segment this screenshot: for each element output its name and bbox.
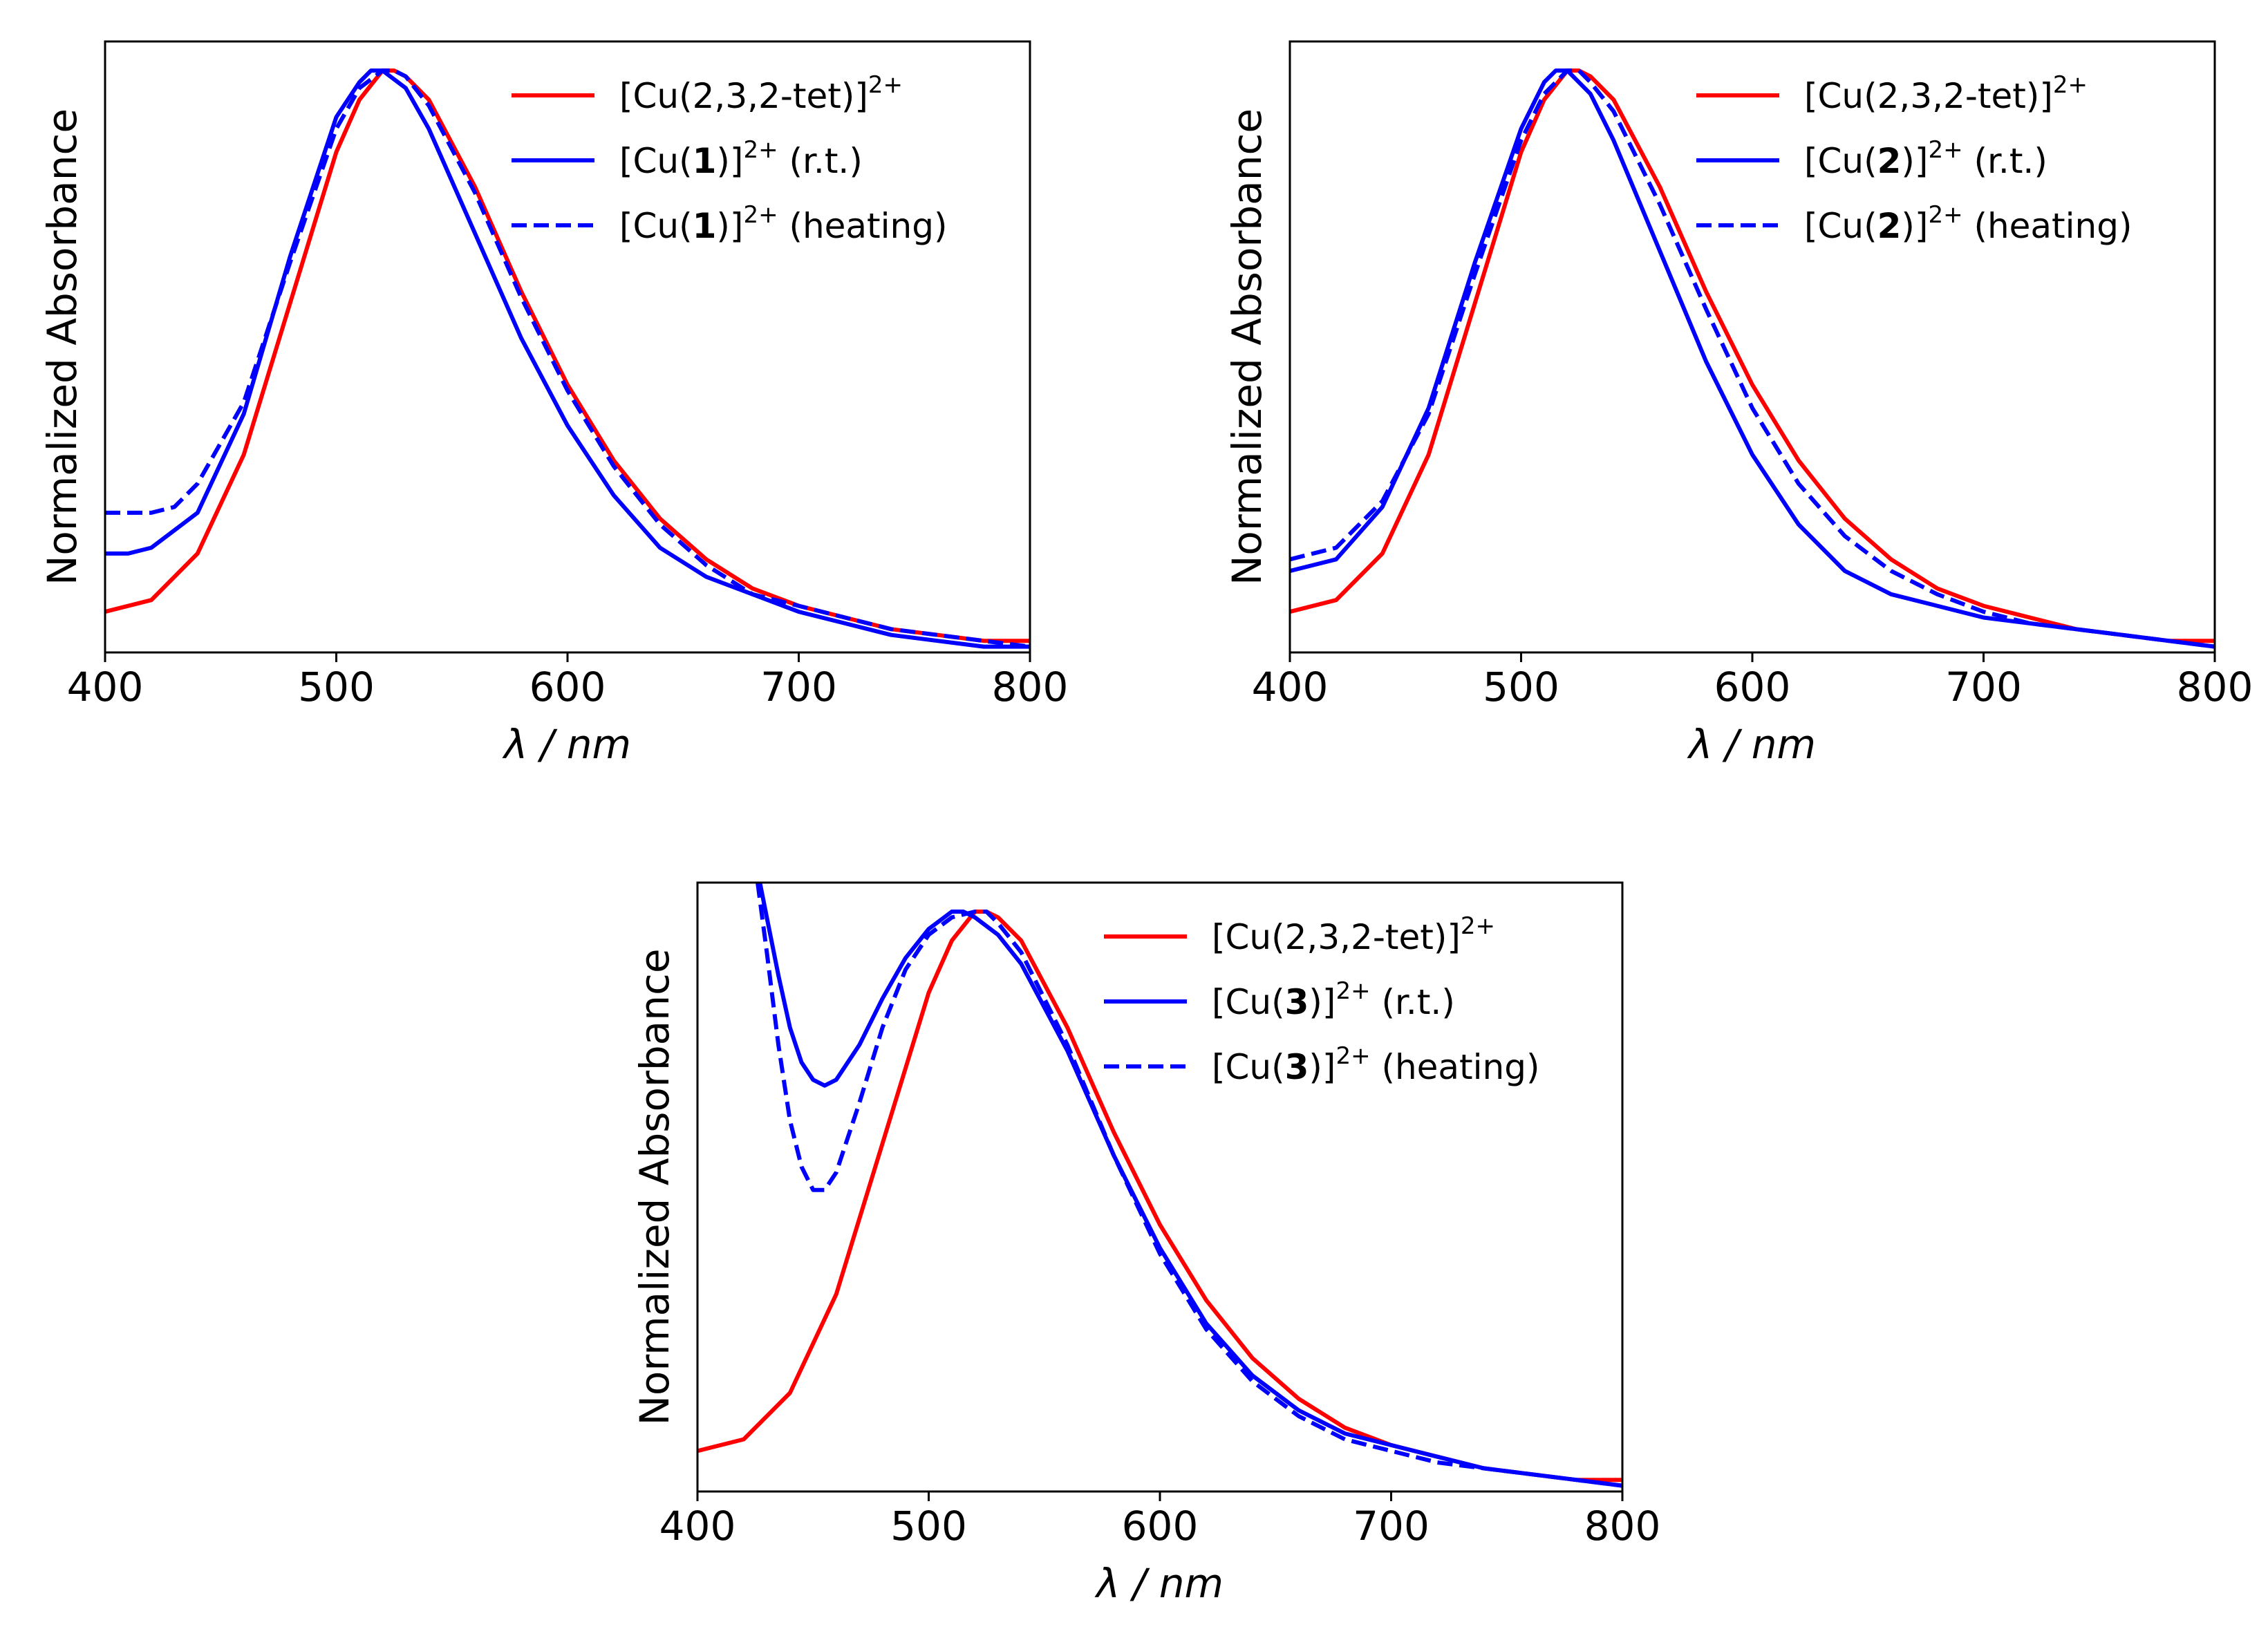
- legend-label-prefix: [Cu(: [619, 141, 693, 181]
- legend-entry-label: [Cu(2,3,2-tet)]2+: [619, 71, 903, 116]
- series-group: [105, 68, 1030, 649]
- x-tick-label: 800: [1584, 1503, 1661, 1550]
- legend-entry-label: [Cu(3)]2+ (heating): [1212, 1042, 1539, 1087]
- x-tick-label: 700: [1353, 1503, 1430, 1550]
- legend-label-superscript: 2+: [1336, 1042, 1370, 1070]
- legend-label-superscript: 2+: [2053, 71, 2088, 99]
- legend-label-prefix: [Cu(2,3,2-tet)]: [1804, 76, 2053, 116]
- legend-label-close: )]: [716, 141, 743, 181]
- legend: [Cu(2,3,2-tet)]2+[Cu(1)]2+ (r.t.)[Cu(1)]…: [512, 71, 947, 246]
- legend-label-superscript: 2+: [868, 71, 903, 99]
- legend-label-prefix: [Cu(: [1212, 1047, 1285, 1087]
- panel-1: 400 500 600 700 800 λ / nm Normalized Absorban…: [39, 40, 1069, 768]
- legend-label-superscript: 2+: [1336, 977, 1370, 1005]
- legend-label-prefix: [Cu(: [1804, 206, 1877, 246]
- x-axis-label: λ / nm: [1094, 1560, 1224, 1607]
- x-axis-label: λ / nm: [502, 721, 631, 768]
- panel-3: 400 500 600 700 800 λ / nm Normalized Absorban…: [631, 881, 1661, 1607]
- x-tick-label: 500: [298, 663, 375, 710]
- y-axis-label: Normalized Absorbance: [631, 948, 678, 1425]
- series-line-3: [105, 68, 1030, 649]
- legend-entry-label: [Cu(2,3,2-tet)]2+: [1212, 912, 1495, 957]
- x-tick-label: 500: [890, 1503, 967, 1550]
- x-tick-label: 800: [2177, 663, 2253, 710]
- legend-label-suffix: (heating): [1963, 206, 2133, 246]
- x-tick-label: 400: [1252, 663, 1329, 710]
- legend: [Cu(2,3,2-tet)]2+[Cu(2)]2+ (r.t.)[Cu(2)]…: [1696, 71, 2132, 246]
- x-tick-label: 800: [992, 663, 1069, 710]
- x-tick-label: 600: [529, 663, 606, 710]
- legend-entry-label: [Cu(1)]2+ (heating): [619, 201, 947, 246]
- x-tick-label: 700: [760, 663, 837, 710]
- legend-label-suffix: (r.t.): [1371, 982, 1455, 1022]
- x-tick-label: 400: [67, 663, 144, 710]
- legend-label-close: )]: [1309, 1047, 1336, 1087]
- legend-label-prefix: [Cu(: [1804, 141, 1877, 181]
- x-tick-label: 700: [1945, 663, 2022, 710]
- x-tick-label: 600: [1714, 663, 1791, 710]
- legend-label-superscript: 2+: [1928, 201, 1962, 229]
- series-line-3: [756, 883, 1622, 1488]
- x-tick-label: 600: [1122, 1503, 1199, 1550]
- y-axis-label: Normalized Absorbance: [1224, 109, 1271, 585]
- legend: [Cu(2,3,2-tet)]2+[Cu(3)]2+ (r.t.)[Cu(3)]…: [1104, 912, 1539, 1087]
- panel-2: 400 500 600 700 800 λ / nm Normalized Absorban…: [1224, 40, 2253, 768]
- series-line-3: [1290, 68, 2215, 649]
- x-tick-label: 400: [659, 1503, 736, 1550]
- legend-label-suffix: (r.t.): [778, 141, 863, 181]
- legend-label-close: )]: [1309, 982, 1336, 1022]
- legend-label-suffix: (heating): [1371, 1047, 1540, 1087]
- legend-label-superscript: 2+: [1461, 912, 1495, 940]
- series-line-2: [758, 883, 1622, 1488]
- legend-label-compound: 3: [1285, 982, 1309, 1022]
- legend-label-compound: 2: [1877, 141, 1902, 181]
- legend-label-superscript: 2+: [743, 201, 778, 229]
- legend-entry-label: [Cu(1)]2+ (r.t.): [619, 136, 863, 181]
- legend-entry-label: [Cu(2)]2+ (heating): [1804, 201, 2132, 246]
- legend-label-prefix: [Cu(: [1212, 982, 1285, 1022]
- legend-entry-label: [Cu(2)]2+ (r.t.): [1804, 136, 2047, 181]
- legend-entry-label: [Cu(3)]2+ (r.t.): [1212, 977, 1455, 1022]
- legend-label-compound: 1: [693, 141, 717, 181]
- series-group: [697, 883, 1622, 1488]
- series-group: [1290, 68, 2215, 649]
- legend-entry-label: [Cu(2,3,2-tet)]2+: [1804, 71, 2088, 116]
- legend-label-close: )]: [716, 206, 743, 246]
- legend-label-prefix: [Cu(: [619, 206, 693, 246]
- series-line-1: [105, 68, 1030, 643]
- legend-label-compound: 1: [693, 206, 717, 246]
- x-axis-label: λ / nm: [1687, 721, 1816, 768]
- legend-label-suffix: (heating): [778, 206, 948, 246]
- legend-label-superscript: 2+: [1928, 136, 1962, 164]
- legend-label-superscript: 2+: [743, 136, 778, 164]
- legend-label-prefix: [Cu(2,3,2-tet)]: [619, 76, 868, 116]
- x-tick-label: 500: [1483, 663, 1559, 710]
- y-axis-label: Normalized Absorbance: [39, 109, 86, 585]
- legend-label-close: )]: [1901, 141, 1928, 181]
- series-line-2: [105, 68, 1030, 649]
- series-line-1: [1290, 68, 2215, 643]
- legend-label-prefix: [Cu(2,3,2-tet)]: [1212, 917, 1461, 957]
- legend-label-suffix: (r.t.): [1963, 141, 2047, 181]
- legend-label-close: )]: [1901, 206, 1928, 246]
- legend-label-compound: 3: [1285, 1047, 1309, 1087]
- legend-label-compound: 2: [1877, 206, 1902, 246]
